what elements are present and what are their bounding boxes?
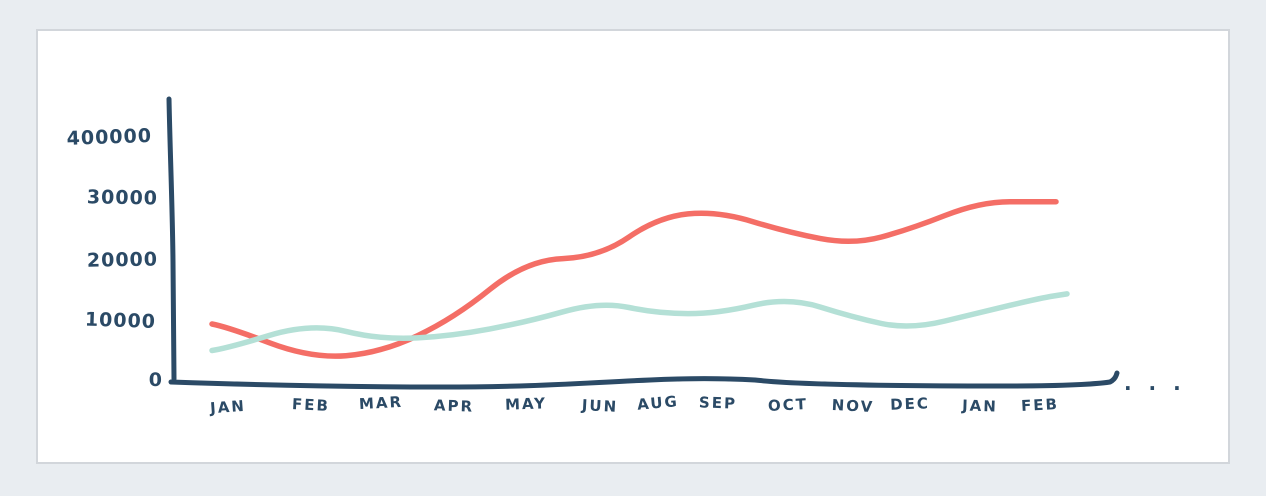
x-tick-label: SEP xyxy=(699,393,738,412)
x-tick-label: FEB xyxy=(1021,395,1060,415)
x-tick-label: JAN xyxy=(209,397,247,418)
y-axis-line xyxy=(166,96,177,382)
x-tick-label: MAR xyxy=(359,393,404,413)
x-axis-line xyxy=(168,370,1120,390)
series-teal-line xyxy=(209,291,1070,354)
axis-continuation-ellipsis: . . . xyxy=(1124,371,1186,395)
y-tick-label: 20000 xyxy=(87,248,158,271)
series-red-line xyxy=(209,198,1059,359)
x-tick-label: OCT xyxy=(768,395,809,415)
y-tick-label: 0 xyxy=(149,369,163,391)
y-tick-label: 10000 xyxy=(85,309,157,333)
x-tick-label: FEB xyxy=(292,395,331,415)
y-tick-label: 400000 xyxy=(66,125,152,150)
x-tick-label: JUN xyxy=(580,396,618,416)
y-tick-label: 30000 xyxy=(87,186,158,209)
chart-card xyxy=(36,29,1230,464)
x-tick-label: MAY xyxy=(505,394,548,413)
x-tick-label: AUG xyxy=(636,392,679,414)
x-tick-label: DEC xyxy=(890,394,930,413)
x-tick-label: JAN xyxy=(961,396,998,415)
x-tick-label: NOV xyxy=(831,396,874,416)
x-tick-label: APR xyxy=(434,396,475,415)
